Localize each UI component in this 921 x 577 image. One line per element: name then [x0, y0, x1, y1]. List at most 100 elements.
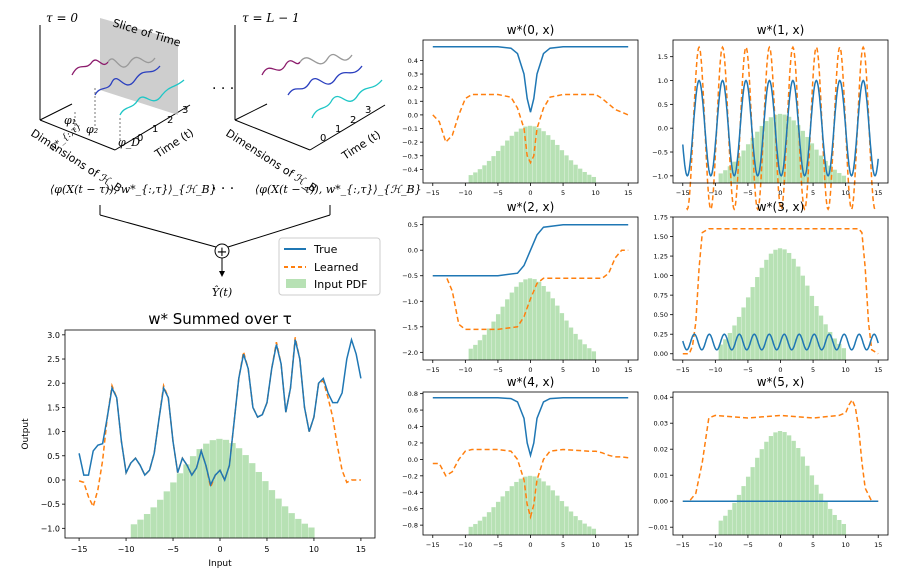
summed-pdf-bar: [130, 524, 138, 538]
w0-pdf-bars: [468, 125, 597, 183]
w1-xtick-label: −10: [708, 189, 722, 197]
w0-ytick-label: −0.1: [402, 125, 418, 133]
w3-true-line: [682, 333, 879, 351]
w5-pdf-bar: [823, 501, 828, 535]
summed-pdf-bar: [143, 514, 151, 538]
w1-pdf-bar: [777, 113, 783, 183]
w2-pdf-bar: [486, 328, 492, 360]
w2-pdf-bar: [505, 299, 510, 360]
w1-xtick-label: 5: [811, 189, 815, 197]
w4-pdf-bar: [482, 516, 487, 535]
w2-learned-line: [432, 249, 629, 331]
w1-pdf-bar: [736, 156, 742, 183]
w2-pdf-bar: [473, 344, 478, 360]
summed-pdf-bar: [196, 449, 203, 538]
w0-pdf-bar: [555, 144, 560, 183]
w1-ytick-label: 1.0: [658, 77, 668, 85]
w4-ytick-label: 0.0: [408, 456, 418, 464]
w5-pdf-bar: [814, 484, 819, 535]
w2-ytick-label: −1.5: [402, 323, 418, 331]
summed-pdf-bar: [216, 438, 223, 538]
w1-pdf-bar: [764, 121, 769, 183]
w4-pdf-bar: [582, 523, 587, 535]
output-label: Ŷ(t): [212, 285, 232, 299]
w2-pdf-bar: [514, 286, 519, 360]
w2-pdf-bar: [477, 340, 482, 360]
w3-ytick-label: 1.75: [654, 214, 668, 222]
w0-pdf-bar: [568, 160, 574, 183]
w1-xtick-label: −5: [743, 189, 753, 197]
w4-ytick-label: 0.6: [408, 407, 418, 415]
w2-xtick-label: 5: [561, 366, 565, 374]
summed-pdf-bar: [275, 498, 282, 538]
w5-ytick-label: 0.01: [654, 472, 668, 480]
w1-ytick-label: 0.5: [658, 101, 668, 109]
w5-pdf-bar: [837, 519, 842, 535]
w4-pdf-bar: [546, 485, 551, 535]
w0-pdf-bar: [514, 131, 519, 183]
summed-xtick-label: 10: [309, 545, 319, 554]
panel-w4: −15 −10 −5 0 5 10 15 −0.8 −0.6 −0.4 −0.2 0.0 0.2 0.4 0…: [402, 375, 639, 549]
w4-pdf-bar: [468, 526, 473, 535]
w2-pdf-bar: [559, 313, 565, 360]
left-curve-3: [94, 65, 161, 96]
w2-xtick-label: −15: [426, 366, 440, 374]
summed-pdf-bar: [170, 482, 177, 538]
w2-ytick-label: −1.0: [402, 298, 418, 306]
w1-ytick-label: 0.0: [658, 125, 668, 133]
w3-pdf-bar: [745, 297, 751, 360]
w3-pdf-bar: [732, 325, 737, 360]
w3-pdf-bar: [832, 338, 837, 360]
tick-0-right: 0: [320, 133, 326, 144]
w3-pdf-bar: [718, 344, 723, 360]
w1-ytick-label: 1.5: [658, 53, 668, 61]
w5-xtick-label: 5: [811, 541, 815, 549]
summed-pdf-bar: [255, 471, 262, 538]
w0-pdf-bar: [537, 128, 542, 183]
panel-w5: −15 −10 −5 0 5 10 15 −0.01 0.00 0.01 0.02 0.03 0.04 w…: [648, 375, 889, 549]
w2-pdf-bar: [587, 348, 592, 360]
w3-pdf-bar: [837, 343, 842, 360]
w5-pdf-bar: [809, 475, 815, 535]
w3-pdf-bar: [782, 249, 787, 360]
summed-xtick-label: −10: [118, 545, 135, 554]
left-curve-1: [71, 59, 109, 76]
sum-arrows: [99, 205, 331, 272]
w3-pdf-bar: [809, 295, 815, 360]
w0-ytick-label: −0.3: [402, 152, 418, 160]
w5-pdf-bar: [759, 449, 764, 535]
w3-xtick-label: −10: [708, 366, 722, 374]
w5-xtick-label: −5: [743, 541, 753, 549]
w0-xtick-label: 0: [528, 189, 532, 197]
w3-pdf-bar: [723, 339, 728, 360]
w2-pdf-bar: [495, 314, 501, 360]
w5-xtick-label: 10: [842, 541, 850, 549]
w0-pdf-bar: [527, 125, 533, 183]
right-curve-1: [261, 60, 301, 76]
summed-pdf-bar: [301, 523, 309, 538]
w2-pdf-bar: [541, 286, 546, 360]
w3-ytick-label: 0.75: [654, 292, 668, 300]
w4-pdf-bar: [523, 476, 528, 535]
w0-pdf-bar: [486, 160, 492, 183]
summed-pdf-bar: [209, 440, 216, 538]
w4-pdf-bar: [527, 475, 533, 535]
w1-xtick-label: 15: [874, 189, 882, 197]
w5-pdf-bar: [782, 432, 787, 535]
w5-pdf-bar: [723, 515, 728, 535]
w4-pdf-bar: [509, 486, 514, 535]
w5-pdf-bar: [718, 520, 723, 535]
w4-pdf-bar: [505, 491, 510, 535]
w5-pdf-bar: [741, 486, 746, 535]
w4-ytick-label: −0.6: [402, 505, 418, 513]
ellipsis-top: · · ·: [212, 81, 234, 97]
w1-pdf-bar: [745, 144, 751, 183]
time-label-right: Time (t): [339, 128, 383, 163]
w4-pdf-bar: [587, 526, 592, 535]
w4-pdf-bar: [532, 476, 537, 535]
w2-xtick-label: 15: [624, 366, 632, 374]
w5-ytick-label: 0.03: [654, 420, 668, 428]
w0-pdf-bar: [505, 140, 510, 183]
w4-pdf-bar: [559, 501, 565, 535]
w3-title: w*(3, x): [757, 200, 805, 214]
